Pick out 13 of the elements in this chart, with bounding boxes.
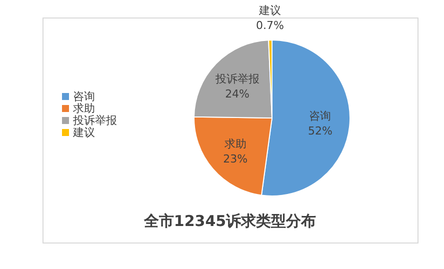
legend-label: 投诉举报 <box>72 114 117 127</box>
slice-label: 建议 <box>258 4 281 18</box>
data-label: 24% <box>225 87 250 100</box>
text: 全市12345诉求类型分布 <box>142 212 316 230</box>
slice-label: 咨询 <box>309 109 332 122</box>
legend-label: 咨询 <box>73 90 95 103</box>
data-label: 23% <box>223 152 248 166</box>
slice-label: 求助 <box>224 138 246 151</box>
slice-label: 投诉举报 <box>214 72 260 86</box>
data-label: 0.7% <box>256 19 284 32</box>
data-label: 52% <box>308 124 332 138</box>
legend-label: 建议 <box>72 126 95 139</box>
legend-label: 求助 <box>73 102 95 115</box>
